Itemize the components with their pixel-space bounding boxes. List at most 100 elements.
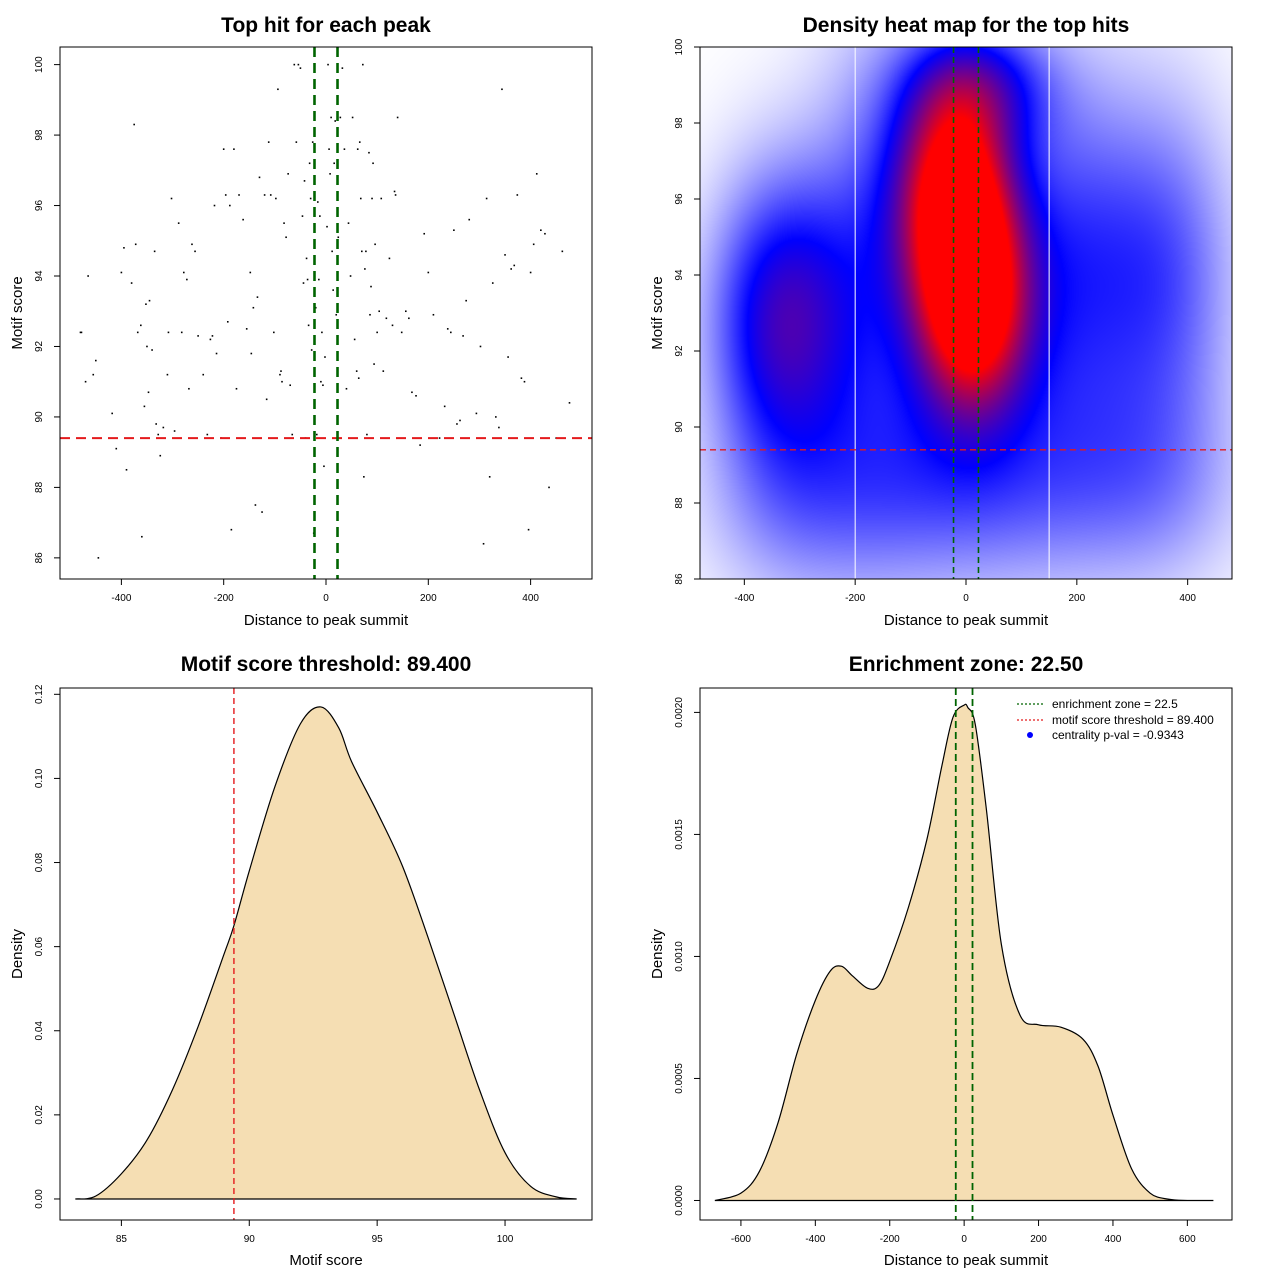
- data-point: [323, 465, 325, 468]
- y-tick-label: 0.0000: [674, 1185, 685, 1216]
- x-tick-label: -400: [111, 593, 131, 604]
- data-point: [362, 63, 364, 66]
- data-point: [321, 331, 323, 334]
- data-point: [510, 268, 512, 270]
- x-tick-label: 0: [323, 593, 329, 604]
- scatter-plot-frame: [59, 46, 593, 580]
- legend-label-threshold: motif score threshold = 89.400: [1052, 713, 1214, 727]
- y-tick-label: 88: [34, 481, 45, 493]
- data-point: [319, 215, 321, 217]
- data-point: [134, 243, 137, 246]
- data-point: [230, 528, 233, 531]
- data-point: [170, 197, 173, 200]
- x-tick-label: 0: [963, 593, 969, 604]
- data-point: [364, 268, 366, 270]
- data-point: [252, 306, 255, 309]
- heatmap-title: Density heat map for the top hits: [803, 14, 1130, 37]
- data-point: [408, 317, 410, 320]
- y-tick-label: 88: [674, 497, 685, 509]
- y-tick-label: 0.00: [34, 1189, 45, 1209]
- data-point: [339, 116, 342, 119]
- data-point: [186, 278, 188, 281]
- data-point: [245, 328, 248, 330]
- data-point: [249, 271, 252, 274]
- data-point: [337, 236, 340, 239]
- data-point: [308, 162, 311, 165]
- data-point: [365, 250, 367, 253]
- x-tick-label: 600: [1179, 1234, 1196, 1245]
- y-tick-label: 0.0020: [674, 697, 685, 728]
- data-point: [450, 331, 452, 334]
- data-point: [258, 176, 261, 179]
- data-point: [287, 173, 289, 175]
- data-point: [180, 331, 183, 334]
- data-point: [482, 542, 485, 545]
- data-point: [151, 349, 153, 351]
- x-tick-label: -200: [214, 593, 234, 604]
- scatter-x-label: Distance to peak summit: [244, 612, 409, 629]
- data-point: [275, 197, 277, 200]
- data-point: [446, 328, 449, 330]
- heatmap-y-label: Motif score: [649, 276, 666, 349]
- data-point: [173, 430, 176, 432]
- x-tick-label: -200: [880, 1234, 900, 1245]
- scatter-title: Top hit for each peak: [221, 14, 431, 37]
- data-point: [305, 257, 308, 260]
- x-tick-label: 100: [497, 1234, 514, 1245]
- x-tick-label: 200: [1068, 593, 1085, 604]
- y-tick-label: 0.0015: [674, 819, 685, 850]
- score-density-panel: Motif score threshold: 89.400 85 90 95 100 …: [9, 653, 593, 1269]
- y-tick-label: 0.0010: [674, 941, 685, 972]
- data-point: [307, 324, 310, 327]
- data-point: [532, 243, 535, 246]
- data-point: [79, 331, 82, 334]
- data-point: [374, 243, 376, 246]
- legend-item-centrality: centrality p-val = -0.9343: [1027, 728, 1184, 742]
- data-point: [167, 331, 170, 334]
- data-point: [361, 250, 363, 253]
- y-tick-label: 0.06: [34, 936, 45, 956]
- data-point: [343, 148, 346, 150]
- data-point: [194, 250, 196, 253]
- legend-label-centrality: centrality p-val = -0.9343: [1052, 728, 1184, 742]
- data-point: [320, 380, 322, 383]
- y-tick-label: 0.0005: [674, 1063, 685, 1094]
- y-tick-label: 0.08: [34, 852, 45, 872]
- legend-label-enrichment-zone: enrichment zone = 22.5: [1052, 697, 1178, 711]
- data-point: [427, 271, 430, 274]
- data-point: [115, 447, 118, 450]
- data-point: [462, 335, 464, 337]
- data-point: [295, 141, 298, 143]
- x-tick-label: 200: [420, 593, 437, 604]
- data-point: [357, 377, 360, 379]
- data-point: [328, 148, 330, 150]
- score-density-y-label: Density: [9, 928, 26, 979]
- data-point: [373, 363, 375, 365]
- data-point: [371, 197, 373, 200]
- data-point: [351, 116, 354, 119]
- data-point: [520, 377, 523, 379]
- data-point: [400, 331, 403, 334]
- data-point: [254, 504, 257, 506]
- data-point: [261, 511, 263, 513]
- y-tick-label: 94: [674, 269, 685, 281]
- data-point: [335, 313, 338, 316]
- data-point: [177, 222, 180, 224]
- data-point: [498, 426, 500, 429]
- data-point: [162, 426, 165, 429]
- data-point: [309, 197, 312, 200]
- data-point: [133, 123, 135, 126]
- data-point: [222, 148, 225, 150]
- y-tick-label: 100: [674, 38, 685, 55]
- data-point: [330, 116, 332, 119]
- data-point: [529, 271, 532, 274]
- data-point: [391, 324, 394, 327]
- data-point: [315, 433, 318, 436]
- data-point: [238, 194, 240, 196]
- data-point: [235, 387, 238, 390]
- data-point: [302, 282, 305, 284]
- x-tick-label: -400: [734, 593, 754, 604]
- data-point: [125, 468, 128, 471]
- data-point: [146, 345, 148, 348]
